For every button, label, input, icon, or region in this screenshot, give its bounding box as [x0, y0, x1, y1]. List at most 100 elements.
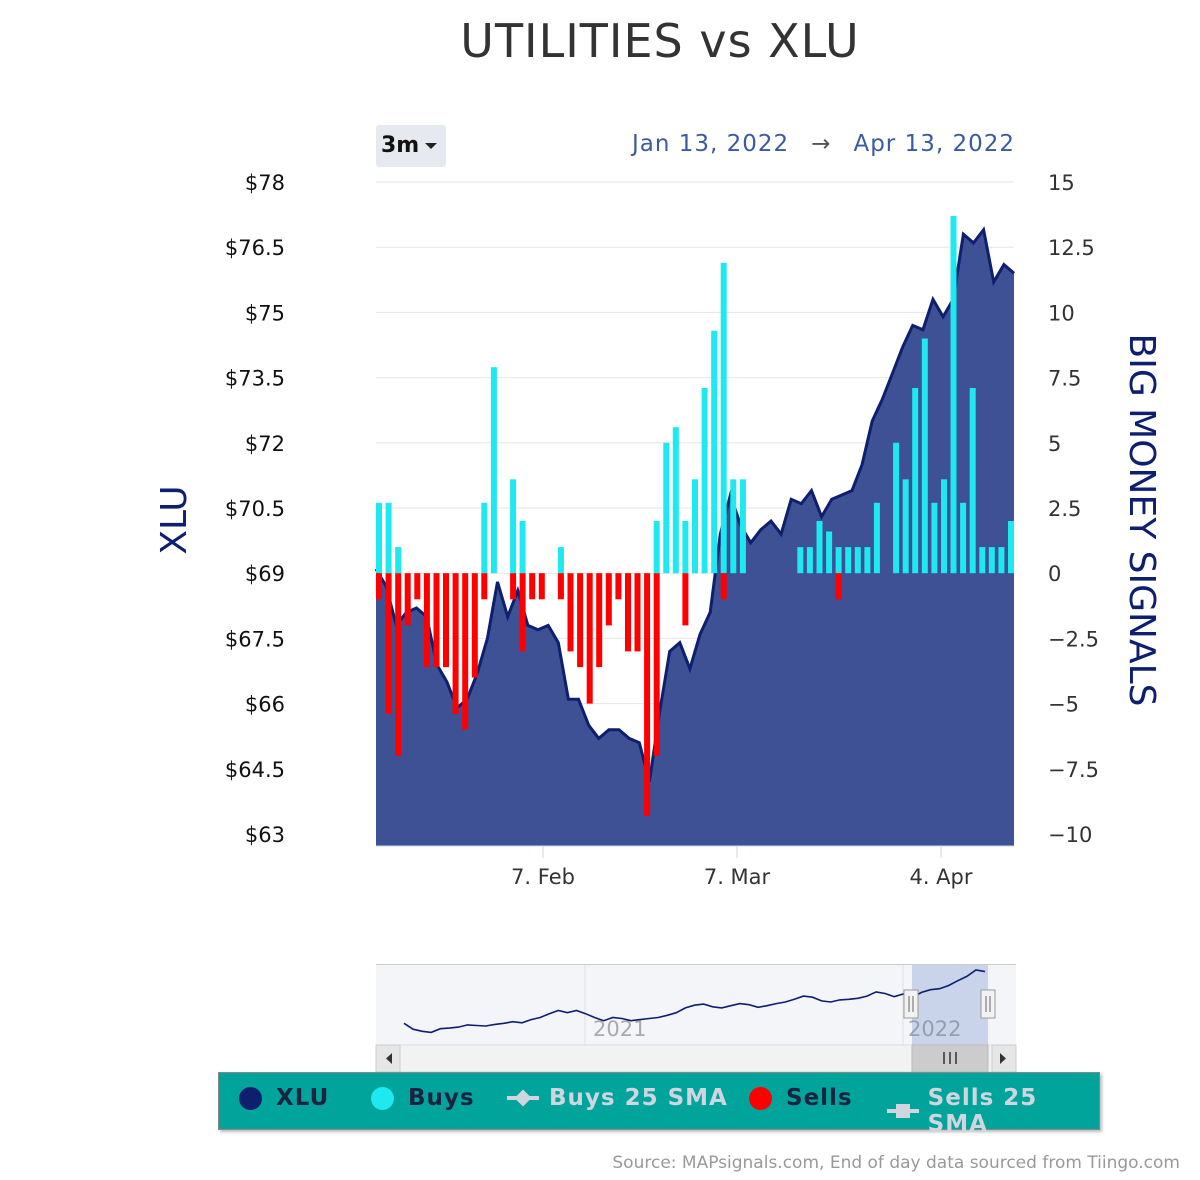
buys-bar — [816, 521, 823, 574]
chart-canvas[interactable]: $78 $76.5 $75 $73.5 $72 $70.5 $69 $67.5 $66 $64.5… — [0, 0, 1200, 1072]
buys-bar — [854, 547, 861, 574]
right-tick-label: 0 — [1048, 562, 1061, 586]
signal-bars — [376, 215, 1014, 816]
navigator-handle-left[interactable] — [903, 989, 919, 1019]
buys-bar — [931, 502, 938, 574]
buys-bar — [490, 367, 497, 574]
sells-bar — [653, 573, 660, 756]
buys-bar — [376, 502, 382, 574]
legend-item-buys-sma[interactable]: Buys 25 SMA — [507, 1085, 728, 1111]
buys-bar — [395, 547, 402, 574]
date-to[interactable]: Apr 13, 2022 — [853, 131, 1015, 157]
buys-bar — [806, 547, 813, 574]
buys-bar — [998, 547, 1005, 574]
sells-bar — [720, 573, 727, 600]
sells-bar — [634, 573, 641, 652]
legend-label: XLU — [276, 1085, 330, 1111]
chart-title: UTILITIES vs XLU — [460, 14, 860, 68]
buys-bar — [835, 547, 842, 574]
date-range: Jan 13, 2022 → Apr 13, 2022 — [632, 131, 1015, 157]
left-tick-label: $66 — [245, 693, 285, 717]
buys-bar — [921, 338, 928, 574]
left-tick-label: $69 — [245, 562, 285, 586]
navigator-year-label: 2022 — [908, 1017, 961, 1041]
buys-bar — [481, 502, 488, 574]
sells-bar — [510, 573, 517, 600]
legend-item-sells[interactable]: Sells — [749, 1085, 853, 1111]
buys-bar — [893, 442, 900, 574]
sells-bar — [443, 573, 449, 668]
x-tick-label: 4. Apr — [909, 865, 972, 889]
buys-bar — [701, 388, 708, 574]
legend-label: Sells — [786, 1085, 853, 1111]
buys-bar — [873, 502, 880, 574]
buys-bar — [663, 442, 670, 574]
right-tick-label: 5 — [1048, 432, 1061, 456]
line-square-icon — [887, 1101, 919, 1121]
navigator-selection — [912, 965, 988, 1045]
left-axis-ticks: $78 $76.5 $75 $73.5 $72 $70.5 $69 $67.5 $66 $64.5… — [225, 171, 285, 847]
buys-bar — [711, 330, 718, 574]
scroll-left-button[interactable] — [375, 1044, 401, 1072]
left-axis-label: XLU — [154, 485, 195, 554]
legend-item-sells-sma[interactable]: Sells 25 SMA — [887, 1085, 1099, 1137]
xlu-area-fill — [376, 229, 1014, 847]
sells-bar — [423, 573, 430, 668]
sells-bar — [644, 573, 651, 816]
buys-bar — [941, 479, 947, 574]
legend-item-xlu[interactable]: XLU — [239, 1085, 329, 1111]
xlu-line — [374, 226, 1015, 783]
line-diamond-icon — [507, 1088, 539, 1108]
legend-label: Buys 25 SMA — [549, 1085, 728, 1111]
left-tick-label: $67.5 — [225, 627, 285, 651]
buys-bar — [864, 547, 871, 574]
sells-bar — [462, 573, 469, 730]
left-tick-label: $73.5 — [225, 367, 285, 391]
scroll-right-button[interactable] — [991, 1044, 1017, 1072]
sells-bar — [433, 573, 440, 668]
sells-bar — [395, 573, 402, 756]
buys-bar — [672, 427, 679, 574]
buys-bar — [950, 215, 957, 574]
buys-dot-icon — [371, 1086, 394, 1110]
range-selector-button[interactable]: 3m — [376, 125, 446, 167]
buys-bar — [730, 479, 737, 574]
sells-bar — [596, 573, 603, 668]
buys-bar — [1008, 521, 1014, 574]
legend-item-buys[interactable]: Buys — [371, 1085, 475, 1111]
buys-bar — [797, 547, 804, 574]
x-tick-label: 7. Feb — [511, 865, 575, 889]
buys-bar — [988, 547, 995, 574]
sells-dot-icon — [749, 1086, 772, 1110]
legend-label: Sells 25 SMA — [927, 1085, 1038, 1137]
buys-bar — [510, 479, 517, 574]
right-axis-ticks: 15 12.5 10 7.5 5 2.5 0 −2.5 −5 −7.5 −10 — [1048, 171, 1099, 847]
sells-bar — [625, 573, 631, 652]
sells-bar — [615, 573, 622, 600]
buys-bar — [902, 479, 909, 574]
scrollbar-thumb[interactable] — [911, 1044, 989, 1072]
navigator-line — [403, 969, 986, 1034]
buys-bar — [720, 262, 727, 574]
right-tick-label: 12.5 — [1048, 236, 1095, 260]
handle-body — [980, 989, 996, 1019]
left-tick-label: $72 — [245, 432, 285, 456]
buys-bar — [969, 388, 976, 574]
right-tick-label: −5 — [1048, 693, 1079, 717]
source-credit: Source: MAPsignals.com, End of day data … — [612, 1153, 1180, 1173]
sells-bar — [605, 573, 612, 626]
navigator-handle-right[interactable] — [980, 989, 996, 1019]
legend: XLU Buys Buys 25 SMA Sells Sells 25 SMA — [218, 1072, 1100, 1137]
buys-bar — [960, 502, 967, 574]
xlu-area-series — [374, 226, 1015, 847]
sells-bar — [529, 573, 536, 600]
sells-bar — [682, 573, 689, 626]
sells-bar — [385, 573, 392, 714]
caret-left-icon — [386, 1053, 392, 1064]
buys-bar — [845, 547, 852, 574]
left-tick-label: $70.5 — [225, 497, 285, 521]
scrollbar-track — [375, 1044, 1017, 1072]
sells-bar — [452, 573, 459, 714]
date-from[interactable]: Jan 13, 2022 — [632, 131, 790, 157]
sells-bar — [376, 573, 382, 600]
